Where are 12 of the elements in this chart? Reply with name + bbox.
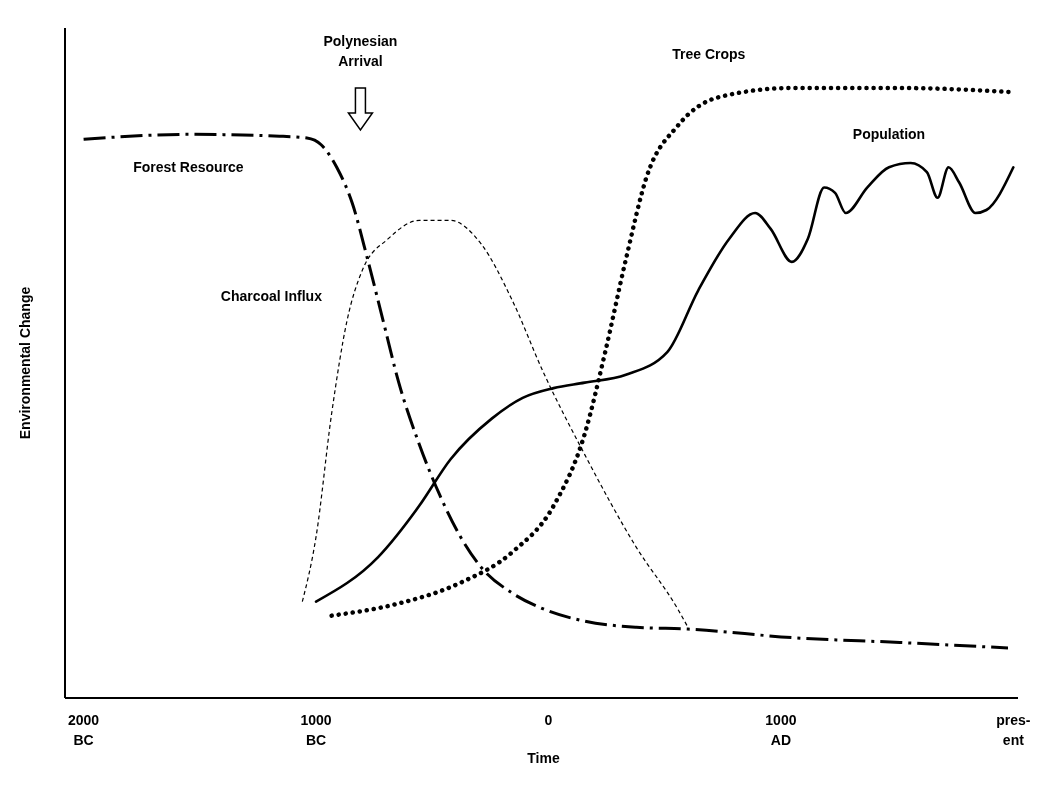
text: Charcoal Influx xyxy=(220,288,323,305)
x-tick-label: 1000 AD xyxy=(765,712,797,748)
x-tick-label: 2000 BC xyxy=(68,712,100,748)
y-axis-title: Environmental Change xyxy=(17,286,33,440)
text: Tree Crops xyxy=(672,46,746,63)
x-tick-label: 1000 BC xyxy=(300,712,332,748)
series-label: Population xyxy=(852,126,926,143)
x-axis-title: Time xyxy=(527,750,560,766)
series-label: Forest Resource xyxy=(133,159,244,176)
x-tick-label: pres- ent xyxy=(996,712,1031,748)
x-tick-label: 0 xyxy=(544,712,553,728)
text: Polynesian Arrival xyxy=(323,33,398,69)
